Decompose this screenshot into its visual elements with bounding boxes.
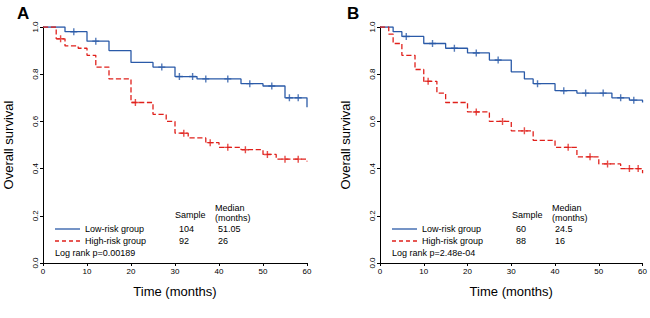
svg-text:0.6: 0.6 (31, 115, 40, 127)
svg-text:Overall survival: Overall survival (1, 100, 16, 189)
svg-text:Log rank p=2.48e-04: Log rank p=2.48e-04 (392, 248, 475, 258)
svg-text:50: 50 (259, 267, 268, 276)
svg-text:0.0: 0.0 (368, 257, 377, 269)
svg-text:Log rank p=0.00189: Log rank p=0.00189 (55, 248, 135, 258)
svg-text:10: 10 (83, 267, 92, 276)
svg-text:0.6: 0.6 (368, 115, 377, 127)
svg-text:50: 50 (594, 267, 603, 276)
svg-text:10: 10 (419, 267, 428, 276)
svg-text:0.0: 0.0 (31, 257, 40, 269)
svg-text:0.2: 0.2 (31, 210, 40, 222)
svg-text:30: 30 (507, 267, 516, 276)
svg-text:0.4: 0.4 (368, 162, 377, 174)
svg-text:0.8: 0.8 (31, 68, 40, 80)
svg-text:60: 60 (516, 224, 526, 234)
svg-text:0: 0 (378, 267, 383, 276)
svg-text:0.8: 0.8 (368, 68, 377, 80)
svg-text:High-risk group: High-risk group (85, 236, 146, 246)
svg-text:0: 0 (41, 267, 46, 276)
svg-text:0.2: 0.2 (368, 210, 377, 222)
svg-text:Sample: Sample (175, 210, 206, 220)
svg-text:(months): (months) (552, 213, 588, 223)
svg-text:Time (months): Time (months) (133, 284, 216, 299)
svg-text:Median: Median (552, 203, 582, 213)
svg-text:Time (months): Time (months) (470, 284, 553, 299)
svg-text:1.0: 1.0 (368, 21, 377, 33)
svg-text:30: 30 (171, 267, 180, 276)
svg-text:(months): (months) (215, 213, 251, 223)
svg-text:40: 40 (215, 267, 224, 276)
svg-text:26: 26 (218, 236, 228, 246)
svg-text:Low-risk group: Low-risk group (422, 224, 481, 234)
svg-text:Overall survival: Overall survival (338, 100, 353, 189)
svg-text:Sample: Sample (512, 210, 543, 220)
svg-text:88: 88 (516, 236, 526, 246)
svg-text:20: 20 (127, 267, 136, 276)
svg-text:92: 92 (179, 236, 189, 246)
svg-text:24.5: 24.5 (555, 224, 573, 234)
svg-text:51.05: 51.05 (218, 224, 241, 234)
svg-text:Median: Median (215, 203, 245, 213)
svg-text:High-risk group: High-risk group (422, 236, 483, 246)
svg-text:A: A (17, 4, 29, 23)
svg-text:0.4: 0.4 (31, 162, 40, 174)
svg-text:16: 16 (555, 236, 565, 246)
svg-text:B: B (347, 4, 359, 23)
svg-text:20: 20 (463, 267, 472, 276)
svg-text:Low-risk group: Low-risk group (85, 224, 144, 234)
svg-text:60: 60 (303, 267, 312, 276)
svg-text:60: 60 (638, 267, 647, 276)
svg-text:104: 104 (179, 224, 194, 234)
svg-text:40: 40 (551, 267, 560, 276)
svg-text:1.0: 1.0 (31, 21, 40, 33)
